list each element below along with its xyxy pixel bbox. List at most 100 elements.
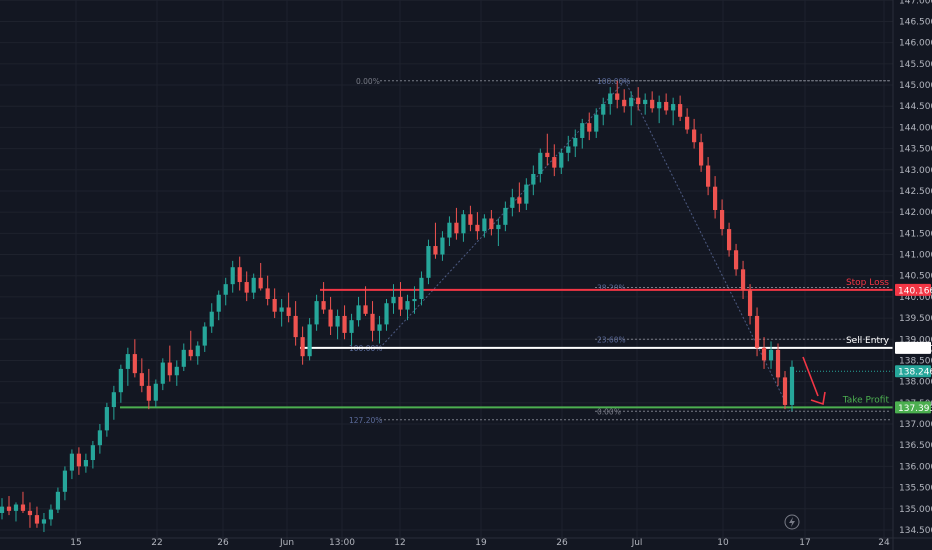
- candle-body: [510, 197, 515, 208]
- fib-label: 100.00%: [597, 77, 630, 86]
- current-price-tag-text: 138.246: [898, 368, 932, 378]
- candle-body: [251, 277, 256, 293]
- y-tick-label: 138.000: [899, 378, 932, 388]
- candle-body: [489, 218, 494, 230]
- candle-body: [503, 207, 508, 225]
- candle-body: [76, 453, 81, 467]
- candle-body: [524, 184, 529, 204]
- candle-body: [775, 349, 781, 378]
- candle-body: [335, 315, 340, 327]
- annotations: [802, 356, 826, 406]
- candle-body: [552, 157, 557, 168]
- candle-body: [412, 298, 417, 302]
- candle-body: [356, 305, 361, 321]
- fib-label: 0.00%: [597, 407, 621, 416]
- candle-body: [657, 101, 662, 109]
- candle-body: [314, 301, 319, 325]
- x-tick-label: 13:00: [329, 538, 355, 548]
- candle-body: [573, 137, 578, 147]
- candle-body: [566, 146, 571, 153]
- candle-body: [279, 307, 284, 312]
- candle-body: [153, 383, 158, 401]
- candle-body: [6, 506, 12, 511]
- candle-body: [384, 303, 389, 325]
- y-tick-label: 140.500: [899, 272, 932, 282]
- y-tick-label: 135.500: [899, 484, 932, 494]
- candles: [0, 80, 795, 533]
- candle-body: [719, 210, 725, 230]
- candle-body: [328, 309, 333, 327]
- candle-body: [174, 366, 179, 376]
- candle-body: [216, 294, 221, 312]
- candle-body: [671, 104, 676, 111]
- take-profit-price-tag: [895, 401, 931, 414]
- price-tags: 140.166 138.797 138.246 137.393: [895, 283, 932, 414]
- candle-body: [699, 142, 704, 166]
- candle-body: [713, 186, 718, 211]
- x-tick-label: 22: [151, 538, 162, 548]
- candle-body: [754, 315, 760, 348]
- candle-body: [34, 515, 40, 524]
- candle-body: [181, 349, 186, 367]
- candle-body: [195, 345, 200, 357]
- candle-body: [398, 296, 403, 310]
- candle-body: [726, 229, 732, 251]
- candle-body: [587, 123, 592, 132]
- candle-body: [27, 510, 33, 516]
- candle-body: [545, 152, 550, 158]
- y-tick-label: 141.500: [899, 229, 932, 239]
- y-tick-label: 145.500: [899, 60, 932, 70]
- candle-body: [615, 93, 620, 100]
- x-axis[interactable]: 15 22 26 Jun 13:00 12 19 26 Jul 10 17 24: [0, 537, 932, 548]
- candle-body: [706, 165, 711, 187]
- fib-label: 23.60%: [597, 335, 626, 344]
- y-tick-label: 146.500: [899, 17, 932, 27]
- candle-body: [363, 305, 368, 314]
- candle-body: [209, 311, 214, 327]
- candle-body: [132, 354, 137, 374]
- x-tick-label: Jul: [631, 538, 643, 548]
- y-axis[interactable]: 134.500 135.000 135.500 136.000 136.500 137.0…: [892, 0, 932, 550]
- candle-body: [601, 104, 606, 115]
- candle-body: [167, 362, 172, 376]
- candle-body: [482, 218, 487, 232]
- candle-body: [559, 152, 564, 168]
- candle-body: [622, 99, 627, 107]
- candle-body: [55, 491, 61, 510]
- candle-body: [202, 326, 207, 346]
- candle-body: [454, 222, 459, 234]
- fib-trendline: [624, 80, 791, 412]
- y-tick-label: 139.500: [899, 314, 932, 324]
- candle-body: [594, 114, 599, 132]
- y-tick-label: 147.000: [899, 0, 932, 6]
- stop-loss-price-tag-text: 140.166: [898, 286, 932, 296]
- candle-body: [426, 246, 431, 278]
- candle-body: [300, 337, 305, 357]
- y-tick-label: 134.500: [899, 526, 932, 536]
- candle-body: [230, 267, 235, 285]
- y-tick-label: 135.000: [899, 505, 932, 515]
- candle-body: [608, 93, 613, 105]
- x-tick-label: Jun: [279, 538, 294, 548]
- sell-entry-price-tag: [895, 341, 931, 354]
- candle-body: [69, 453, 75, 471]
- fib-label: 0.00%: [356, 77, 380, 86]
- candle-body: [447, 222, 452, 238]
- candle-body: [538, 152, 543, 174]
- candle-body: [265, 288, 270, 299]
- x-tick-label: 17: [799, 538, 810, 548]
- candle-body: [104, 407, 109, 431]
- candle-body: [433, 246, 438, 255]
- candle-body: [768, 349, 774, 361]
- candle-body: [496, 224, 501, 230]
- candle-body: [125, 354, 130, 369]
- replay-lightning-icon[interactable]: [784, 514, 800, 530]
- candle-body: [349, 320, 354, 333]
- candle-body: [272, 298, 277, 312]
- candle-body: [223, 284, 228, 295]
- candle-body: [531, 173, 536, 185]
- candle-body: [461, 214, 466, 234]
- candle-body: [146, 385, 151, 401]
